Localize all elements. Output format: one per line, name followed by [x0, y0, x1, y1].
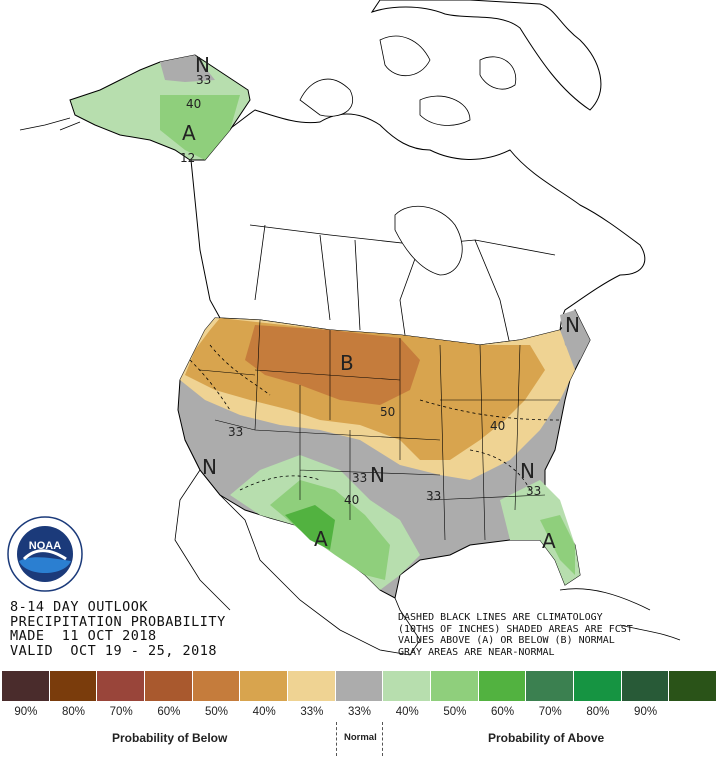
- legend-swatch-14: [669, 671, 718, 701]
- alaska-40-label: 40: [186, 97, 201, 111]
- canada-province-lines: [249, 224, 556, 346]
- noaa-logo: NOAA: [6, 515, 84, 593]
- note-line-2: (10THS OF INCHES) SHADED AREAS ARE FCST: [398, 623, 633, 635]
- noaa-logo-text: NOAA: [29, 540, 61, 552]
- legend-tick-8: 40%: [395, 706, 419, 718]
- legend-swatch-10: [478, 671, 527, 701]
- northeast-normal-label: N: [565, 313, 580, 337]
- above50-area: [285, 505, 335, 550]
- legend-tick-14: [669, 706, 717, 718]
- outlook-variable: PRECIPITATION PROBABILITY: [10, 613, 226, 630]
- legend-tick-6: 33%: [300, 706, 324, 718]
- west-normal-label: N: [202, 455, 217, 479]
- state-lines: [199, 319, 560, 541]
- legend-tick-13: 90%: [634, 706, 658, 718]
- outlook-valid-dates: VALID OCT 19 - 25, 2018: [10, 642, 218, 659]
- southeast-33b-label: 33: [526, 484, 541, 498]
- hudson-bay: [394, 206, 463, 276]
- outlook-title-block: 8-14 DAY OUTLOOK PRECIPITATION PROBABILI…: [10, 600, 226, 658]
- note-line-3: VALUES ABOVE (A) OR BELOW (B) NORMAL: [398, 635, 615, 646]
- outlook-type: 8-14 DAY OUTLOOK: [10, 599, 149, 615]
- plains-40-label: 40: [344, 493, 359, 507]
- southeast-normal-label: N: [520, 459, 535, 483]
- legend-swatch-7: [335, 671, 384, 701]
- alaska-33-label: 33: [196, 73, 211, 87]
- legend-above-caption: Probability of Above: [488, 731, 605, 745]
- legend-swatch-11: [526, 671, 575, 701]
- east-40-label: 40: [490, 419, 505, 433]
- outlook-made-date: MADE 11 OCT 2018: [10, 628, 157, 644]
- forecast-map: N 33 40 A 12 B 50 40 33 N N 33 40 33 N 3…: [6, 0, 681, 656]
- legend-tick-2: 70%: [109, 706, 133, 718]
- note-line-4: GRAY AREAS ARE NEAR-NORMAL: [398, 646, 555, 658]
- legend-divider-left: [336, 722, 337, 756]
- above40-florida: [540, 515, 575, 575]
- below50-area: [245, 325, 420, 405]
- alaska-above40: [160, 95, 240, 160]
- legend-tick-4: 50%: [205, 706, 229, 718]
- texas-above-label: A: [314, 527, 328, 551]
- alaska-above-label: A: [182, 121, 196, 145]
- legend-swatch-8: [383, 671, 432, 701]
- legend-tick-3: 60%: [157, 706, 181, 718]
- plains-normal-label: N: [370, 463, 385, 487]
- west-33-label: 33: [228, 425, 243, 439]
- map-notes: DASHED BLACK LINES ARE CLIMATOLOGY (10TH…: [398, 612, 718, 658]
- legend-below-caption: Probability of Below: [112, 731, 228, 745]
- legend-tick-10: 60%: [491, 706, 515, 718]
- legend-swatch-6: [288, 671, 336, 701]
- legend-tick-11: 70%: [538, 706, 562, 718]
- midwest-50-label: 50: [380, 405, 395, 419]
- legend-swatch-9: [431, 671, 479, 701]
- northeast-normal: [560, 310, 590, 360]
- legend-swatch-5: [240, 671, 289, 701]
- legend-swatch-13: [621, 671, 670, 701]
- legend-tick-5: 40%: [252, 706, 276, 718]
- legend-swatch-0: [2, 671, 50, 701]
- southeast-33-label: 33: [426, 489, 441, 503]
- aleutian-islands: [19, 117, 81, 131]
- legend-swatch-12: [574, 671, 622, 701]
- arctic-islands: [299, 35, 517, 126]
- cuba-caribbean: [559, 588, 681, 641]
- legend-color-bar: [2, 671, 718, 701]
- alaska-12-label: 12: [180, 151, 195, 165]
- plains-33-label: 33: [352, 471, 367, 485]
- legend-swatch-2: [97, 671, 146, 701]
- alaska-normal-label: N: [195, 53, 210, 77]
- legend-tick-7: 33%: [348, 706, 372, 718]
- mexico-outline: [174, 439, 421, 656]
- alaska-normal: [160, 55, 215, 82]
- legend-swatch-4: [192, 671, 241, 701]
- legend-tick-0: 90%: [14, 706, 38, 718]
- legend-swatch-1: [49, 671, 98, 701]
- legend-tick-1: 80%: [61, 706, 86, 718]
- greenland-outline: [370, 0, 602, 111]
- note-line-1: DASHED BLACK LINES ARE CLIMATOLOGY: [398, 612, 603, 623]
- midwest-below-label: B: [340, 351, 354, 375]
- legend-divider-right: [382, 722, 383, 756]
- legend-tick-labels: 90% 80% 70% 60% 50% 40% 33% 33% 40% 50% 60% 70% 80% 9…: [2, 706, 717, 718]
- florida-above-label: A: [542, 529, 556, 553]
- legend-normal-caption: Normal: [344, 732, 377, 743]
- north-america-map: N 33 40 A 12 B 50 40 33 N N 33 40 33 N 3…: [19, 0, 681, 656]
- legend-tick-12: 80%: [586, 706, 610, 718]
- legend-tick-9: 50%: [443, 706, 467, 718]
- legend-swatch-3: [145, 671, 193, 701]
